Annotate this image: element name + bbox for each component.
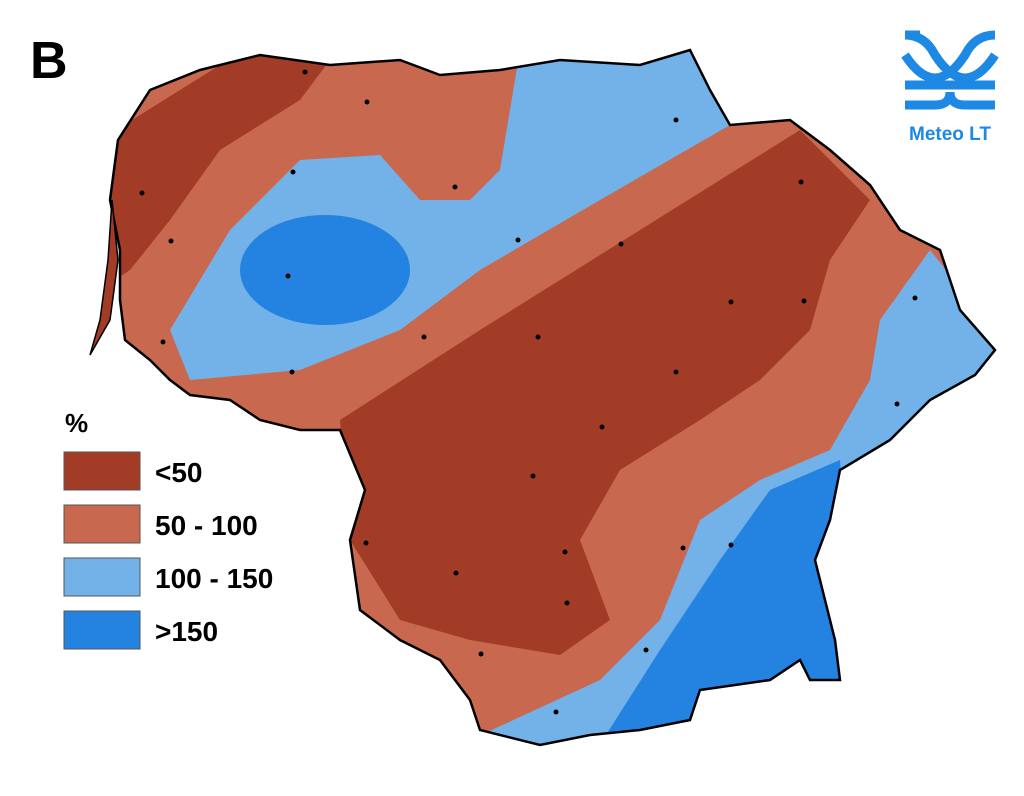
legend-swatch [63,451,141,491]
curonian-spit [89,199,119,356]
legend-title: % [65,408,88,438]
legend-label: 50 - 100 [155,510,258,541]
logo-text: Meteo LT [909,124,991,145]
legend-label: 100 - 150 [155,563,273,594]
legend-label: >150 [155,616,218,647]
panel-label: B [30,32,68,90]
zone [470,250,995,745]
logo: Meteo LT [901,30,999,145]
legend: <50 50 - 100 100 - 150 >150 [63,451,273,650]
logo-mark [901,30,999,110]
zone [340,130,870,655]
zone [240,215,410,325]
zone [110,50,330,290]
legend-swatch [63,557,141,597]
city-dots [139,69,918,715]
legend-swatch [63,504,141,544]
legend-label: <50 [155,457,203,488]
legend-swatch [63,610,141,650]
